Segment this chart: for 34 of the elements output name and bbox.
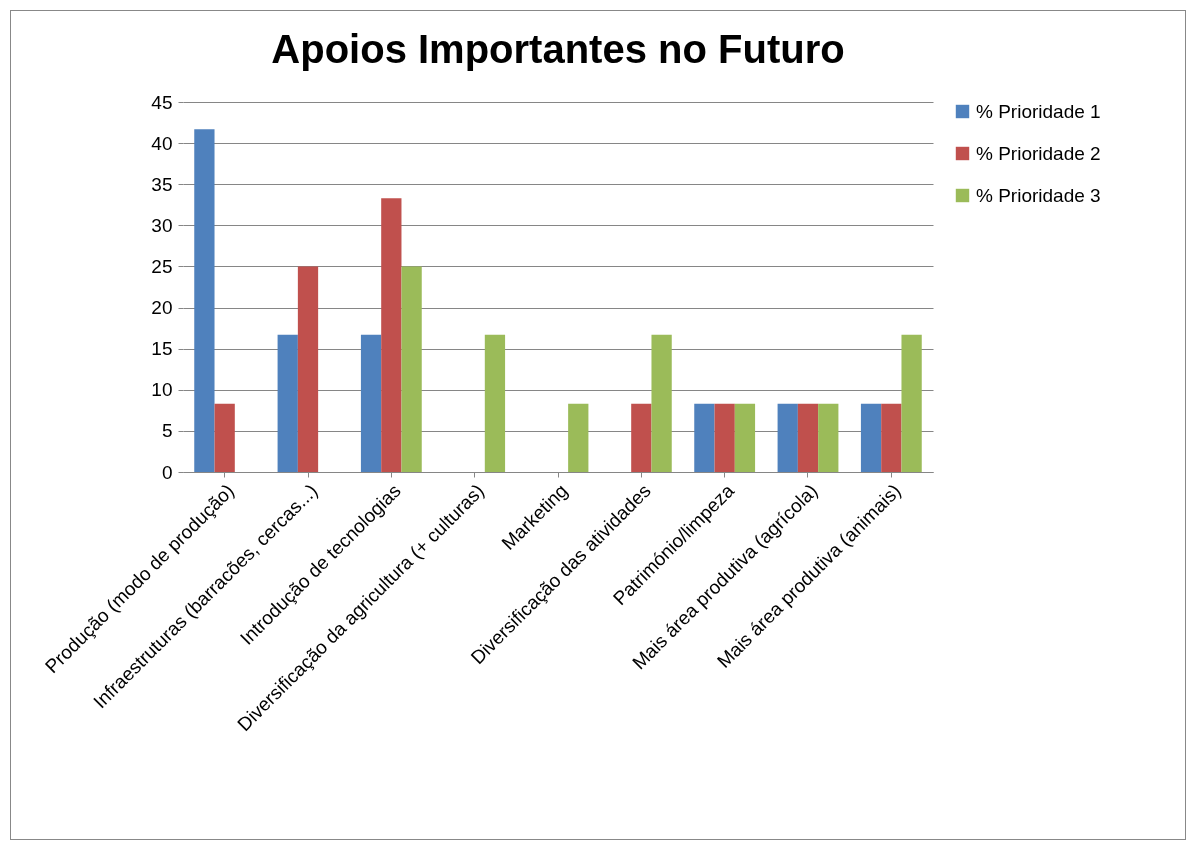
y-tick-label: 10 <box>151 379 173 401</box>
bar <box>714 403 735 472</box>
y-tick-label: 5 <box>161 420 173 442</box>
bar <box>901 334 922 472</box>
y-tick-label: 30 <box>151 214 173 236</box>
bar <box>214 403 235 472</box>
y-tick-label: 40 <box>151 132 173 154</box>
chart-title: Apoios Importantes no Futuro <box>271 27 845 71</box>
bar <box>651 334 672 472</box>
legend-label: % Prioridade 1 <box>976 100 1101 122</box>
y-tick-label: 0 <box>161 461 173 483</box>
bar <box>631 403 652 472</box>
bar <box>860 403 882 472</box>
bar <box>401 266 422 472</box>
bar <box>381 198 402 472</box>
bar <box>818 403 839 472</box>
y-tick-label: 35 <box>151 173 173 195</box>
bar <box>297 266 319 472</box>
bar <box>694 403 715 472</box>
bar <box>568 403 589 472</box>
legend-label: % Prioridade 2 <box>976 142 1101 164</box>
bar <box>734 403 756 472</box>
bar <box>277 334 298 472</box>
bar <box>194 129 215 472</box>
bar <box>360 334 382 472</box>
bar <box>881 403 902 472</box>
bar <box>797 403 819 472</box>
bar <box>484 334 506 472</box>
y-tick-label: 45 <box>151 91 173 113</box>
y-tick-label: 25 <box>151 255 173 277</box>
legend-label: % Prioridade 3 <box>976 184 1101 206</box>
bar <box>777 403 798 472</box>
y-tick-label: 15 <box>151 338 173 360</box>
y-tick-label: 20 <box>151 297 173 319</box>
